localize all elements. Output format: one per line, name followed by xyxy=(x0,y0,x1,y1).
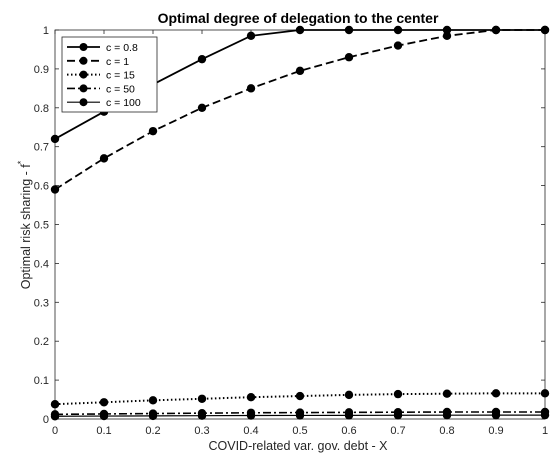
y-tick-label: 1 xyxy=(43,25,49,37)
data-point xyxy=(393,25,403,35)
legend-item: c = 15 xyxy=(67,70,135,82)
data-point xyxy=(50,400,60,409)
data-point xyxy=(50,134,60,144)
x-tick-label: 0.8 xyxy=(439,425,454,437)
y-tick-label: 0.1 xyxy=(34,375,49,387)
legend-marker xyxy=(79,56,88,65)
legend-label: c = 50 xyxy=(106,83,135,95)
data-point xyxy=(344,390,354,400)
x-tick-label: 0.7 xyxy=(390,425,405,437)
data-point xyxy=(148,411,158,421)
x-tick-label: 0.1 xyxy=(96,425,111,437)
data-point xyxy=(295,66,305,76)
data-point xyxy=(344,53,354,62)
data-point xyxy=(246,31,256,41)
legend-label: c = 15 xyxy=(106,70,135,82)
legend-label: c = 1 xyxy=(106,56,129,68)
legend-item: c = 1 xyxy=(67,56,129,68)
y-tick-label: 0.9 xyxy=(34,64,49,76)
data-point xyxy=(295,411,305,420)
x-tick-label: 0.2 xyxy=(145,425,160,437)
data-point xyxy=(540,389,550,398)
legend: c = 0.8 c = 1 c = 15c = 50 c = 100 xyxy=(61,36,158,113)
data-point xyxy=(393,389,403,399)
data-point xyxy=(246,411,256,420)
y-tick-label: 0.5 xyxy=(34,220,49,232)
y-axis-label: Optimal risk sharing - f* xyxy=(16,160,33,289)
data-point xyxy=(295,391,305,401)
legend-item: c = 100 xyxy=(67,97,141,109)
data-point xyxy=(540,410,550,420)
data-point xyxy=(442,389,452,398)
legend-marker xyxy=(79,98,88,107)
legend-item: c = 50 xyxy=(67,83,135,95)
y-tick-label: 0.6 xyxy=(34,181,49,193)
data-point xyxy=(246,393,256,402)
legend-marker xyxy=(79,43,88,51)
data-point xyxy=(491,25,501,35)
data-point xyxy=(50,185,60,194)
data-point xyxy=(99,154,109,163)
data-point xyxy=(197,54,207,64)
data-point xyxy=(295,25,305,35)
x-tick-label: 0.5 xyxy=(292,425,307,437)
data-point xyxy=(197,103,207,113)
data-point xyxy=(246,84,256,93)
x-tick-label: 0.6 xyxy=(341,425,356,437)
data-point xyxy=(344,25,354,35)
x-tick-label: 0.4 xyxy=(243,425,258,437)
data-point xyxy=(442,31,452,41)
y-tick-label: 0.7 xyxy=(34,142,49,154)
data-point xyxy=(491,410,501,420)
data-point xyxy=(442,25,452,35)
y-axis-label-text: Optimal risk sharing - f xyxy=(19,164,33,290)
data-point xyxy=(393,411,403,420)
x-tick-label: 1 xyxy=(542,425,548,437)
data-point xyxy=(197,394,207,403)
data-point xyxy=(50,412,60,421)
data-point xyxy=(148,396,158,405)
legend-box xyxy=(61,36,158,113)
plot-area: 0 0.1 0.2 0.3 0.4 0.5 0.6 0.7 0.8 0.9 1 0 0.1 0.2 0.3 0… xyxy=(34,25,550,437)
y-tick-label: 0.2 xyxy=(34,336,49,348)
y-tick-label: 0.8 xyxy=(34,103,49,115)
data-point xyxy=(491,389,501,398)
legend-marker xyxy=(79,70,88,79)
data-point xyxy=(540,25,550,35)
data-point xyxy=(344,411,354,420)
y-tick-label: 0 xyxy=(43,414,49,426)
data-point xyxy=(197,411,207,420)
data-point xyxy=(99,398,109,407)
legend-marker xyxy=(79,84,88,93)
data-point xyxy=(148,126,158,136)
x-tick-label: 0.9 xyxy=(488,425,503,437)
x-tick-label: 0.3 xyxy=(194,425,209,437)
chart-title: Optimal degree of delegation to the cent… xyxy=(158,10,439,26)
y-axis-label-superscript: * xyxy=(16,160,26,164)
x-axis-label: COVID-related var. gov. debt - X xyxy=(208,439,388,453)
series-c-15 xyxy=(50,389,550,409)
y-tick-label: 0.4 xyxy=(34,258,49,270)
data-point xyxy=(442,410,452,420)
data-point xyxy=(99,411,109,421)
x-tick-label: 0 xyxy=(52,425,58,437)
data-point xyxy=(393,41,403,50)
legend-label: c = 100 xyxy=(106,97,141,109)
legend-item: c = 0.8 xyxy=(67,42,138,54)
series-c-1 xyxy=(50,25,550,194)
legend-label: c = 0.8 xyxy=(106,42,138,54)
y-tick-label: 0.3 xyxy=(34,297,49,309)
series-c-100 xyxy=(50,410,550,421)
